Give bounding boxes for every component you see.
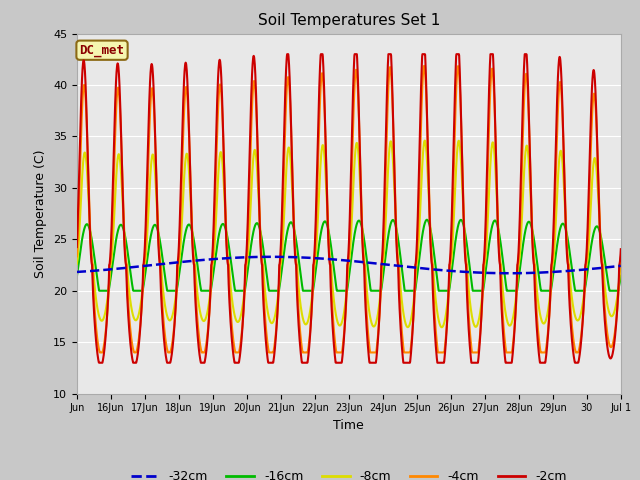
X-axis label: Time: Time [333,419,364,432]
Y-axis label: Soil Temperature (C): Soil Temperature (C) [35,149,47,278]
Legend: -32cm, -16cm, -8cm, -4cm, -2cm: -32cm, -16cm, -8cm, -4cm, -2cm [126,465,572,480]
Title: Soil Temperatures Set 1: Soil Temperatures Set 1 [258,13,440,28]
Text: DC_met: DC_met [79,44,125,57]
